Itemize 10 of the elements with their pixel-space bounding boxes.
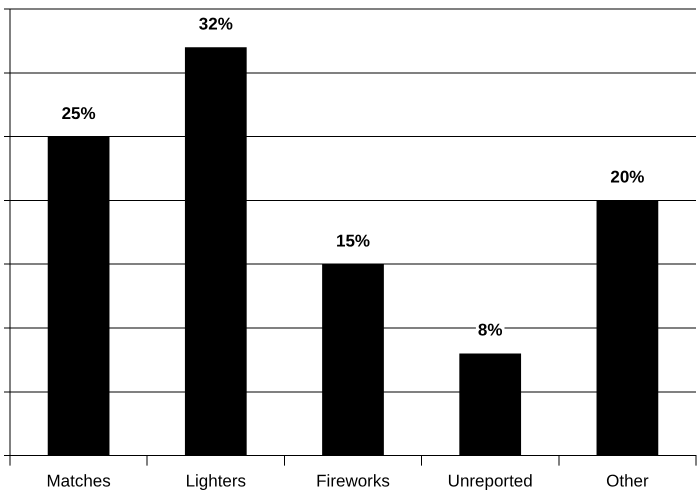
- data-label: 20%: [610, 168, 644, 187]
- x-tick-label: Fireworks: [316, 471, 390, 490]
- data-label: 15%: [336, 231, 370, 250]
- data-label: 32%: [198, 14, 233, 34]
- x-tick-label: Matches: [46, 471, 111, 490]
- x-tick-label: Other: [606, 471, 649, 490]
- x-tick-label: Lighters: [186, 471, 246, 490]
- data-label: 8%: [478, 320, 502, 340]
- data-label: 25%: [62, 104, 96, 123]
- x-tick-label: Unreported: [448, 471, 533, 490]
